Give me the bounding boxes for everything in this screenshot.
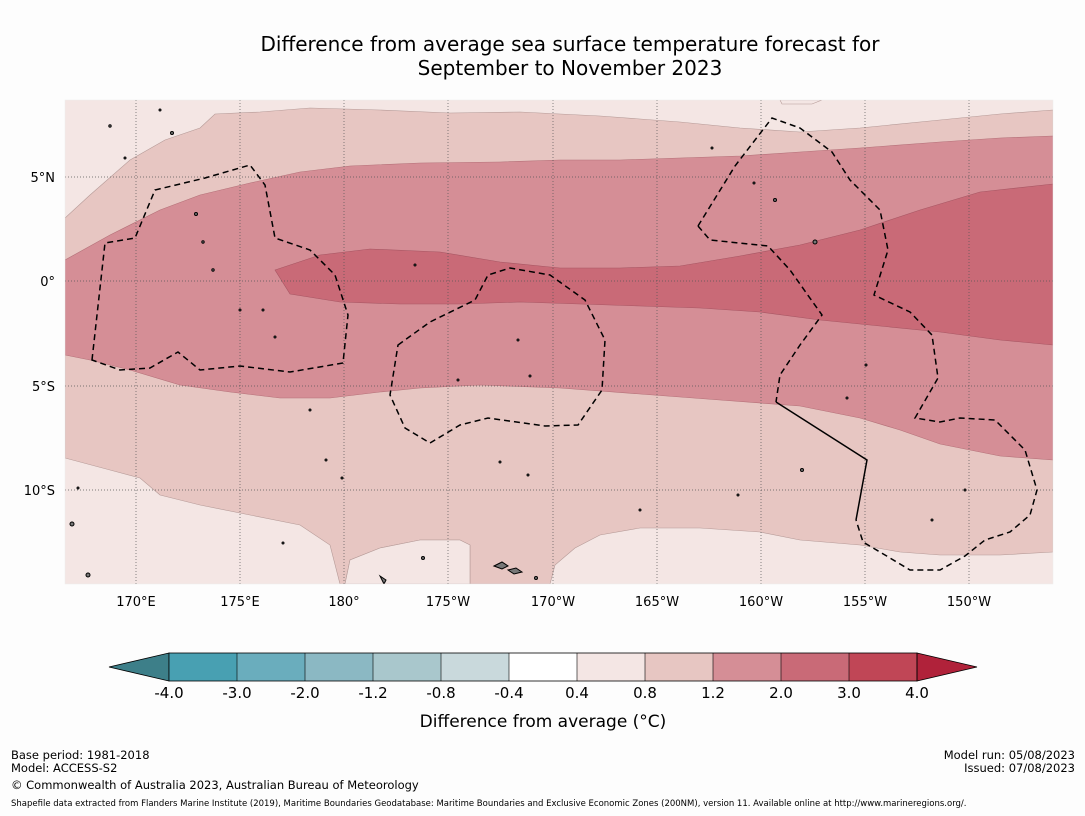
model-name: Model: ACCESS-S2 [11,761,118,775]
cb-tick-label: -0.4 [494,684,523,702]
colorbar-outline [168,652,918,682]
colorbar-extend-high [916,652,978,682]
base-period: Base period: 1981-2018 [11,748,150,762]
lon-label-170w: 170°W [531,595,575,610]
colorbar-segment-7 [577,653,645,681]
lon-label-175e: 175°E [220,595,260,610]
lon-label-170e: 170°E [116,595,156,610]
title-line-1: Difference from average sea surface temp… [260,32,880,56]
eez-kiribati-phoenix [389,267,606,444]
cb-tick-label: 4.0 [905,684,929,702]
cb-tick-label: 3.0 [837,684,861,702]
colorbar: -4.0 -3.0 -2.0 -1.2 -0.8 -0.4 0.4 0.8 1.… [108,652,978,732]
colorbar-segment-9 [713,653,781,681]
colorbar-segment-6 [509,653,577,681]
footer-right: Model run: 05/08/2023 Issued: 07/08/2023 [944,749,1075,775]
cb-tick-label: -1.2 [358,684,387,702]
eez-kiribati-gilbert [91,164,349,373]
lon-label-180: 180° [328,595,359,610]
lat-label-10s: 10°S [24,484,55,499]
model-run: Model run: 05/08/2023 [943,748,1075,762]
footer-left: Base period: 1981-2018 Model: ACCESS-S2 [11,749,150,775]
latitude-labels: 5°N 0° 5°S 10°S [24,171,55,499]
shapefile-credit: Shapefile data extracted from Flanders M… [11,799,967,809]
map-frame [64,99,1054,585]
lat-label-5n: 5°N [31,171,56,186]
colorbar-tick-labels: -4.0 -3.0 -2.0 -1.2 -0.8 -0.4 0.4 0.8 1.… [154,684,929,702]
cb-tick-label: 0.8 [633,684,657,702]
eez-kiribati-line-inner [697,225,823,403]
colorbar-extend-low [108,652,170,682]
colorbar-segment-5 [441,653,509,681]
lon-label-150w: 150°W [947,595,991,610]
band-2.0-3.0 [274,183,1053,346]
colorbar-title: Difference from average (°C) [420,712,667,732]
islands [69,108,967,584]
eez-kiribati-line [697,117,1038,571]
lat-label-5s: 5°S [32,380,55,395]
lat-label-0: 0° [40,275,55,290]
issued-date: Issued: 07/08/2023 [964,761,1075,775]
colorbar-segment-8 [645,653,713,681]
colorbar-segment-1 [169,653,237,681]
colorbar-segment-2 [237,653,305,681]
solid-boundary [775,401,868,521]
colorbar-dividers [236,653,850,681]
lon-label-155w: 155°W [843,595,887,610]
colorbar-segment-3 [305,653,373,681]
title-line-2: September to November 2023 [417,56,723,80]
colorbar-segment-4 [373,653,441,681]
chart-title: Difference from average sea surface temp… [150,32,990,80]
cb-tick-label: 2.0 [769,684,793,702]
white-patch-top [779,100,823,105]
copyright-notice: © Commonwealth of Australia 2023, Austra… [11,778,419,792]
eez-boundaries [91,117,1038,571]
cb-tick-label: 0.4 [565,684,589,702]
colorbar-segment-10 [781,653,849,681]
cb-tick-label: -3.0 [222,684,251,702]
colorbar-segment-11 [849,653,917,681]
longitude-labels: 170°E 175°E 180° 175°W 170°W 165°W 160°W… [116,595,991,610]
cb-tick-label: 1.2 [701,684,725,702]
map-area [65,100,1053,584]
lon-label-165w: 165°W [635,595,679,610]
cb-tick-label: -0.8 [426,684,455,702]
cb-tick-label: -2.0 [290,684,319,702]
lon-label-160w: 160°W [739,595,783,610]
cb-tick-label: -4.0 [154,684,183,702]
white-patch-bottom-1 [344,539,471,584]
lon-label-175w: 175°W [426,595,470,610]
